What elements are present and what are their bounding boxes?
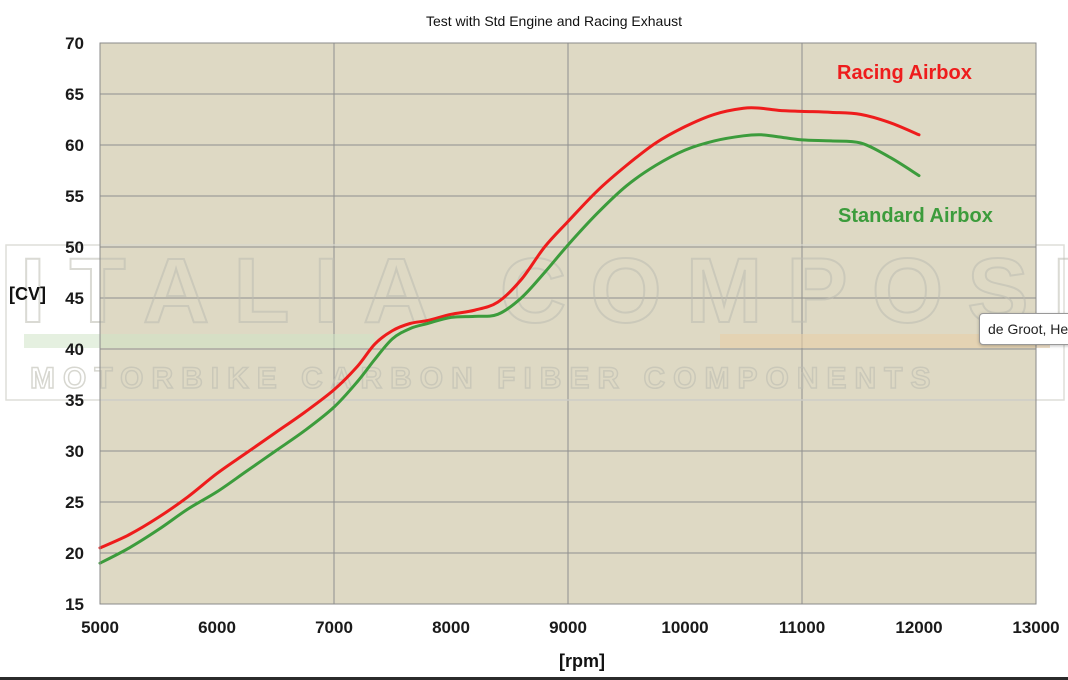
x-tick-label: 7000 [315,618,353,637]
x-tick-label: 11000 [779,618,825,637]
y-tick-label: 20 [65,544,84,563]
hover-tooltip: de Groot, He [979,313,1068,345]
x-tick-label: 6000 [198,618,236,637]
y-tick-label: 25 [65,493,84,512]
y-tick-label: 40 [65,340,84,359]
watermark-orange-band [720,334,1050,348]
series-lines [98,106,921,565]
x-tick-label: 5000 [81,618,119,637]
y-tick-label: 50 [65,238,84,257]
series-label-standard-airbox: Standard Airbox [838,205,993,227]
x-tick-labels: 5000 6000 7000 8000 9000 10000 11000 12000 13000 [81,618,1060,637]
y-axis-label: [CV] [9,284,46,304]
y-tick-label: 15 [65,595,84,614]
gridlines [99,42,1037,605]
watermark-green-band [24,334,374,348]
standard-airbox-line [98,133,921,565]
y-tick-label: 60 [65,136,84,155]
y-tick-label: 45 [65,289,84,308]
y-tick-label: 55 [65,187,84,206]
bottom-border [0,677,1068,680]
series-label-racing-airbox: Racing Airbox [837,62,972,84]
x-tick-label: 8000 [432,618,470,637]
watermark-title: ITALIA COMPOSITI [20,240,1068,342]
x-tick-label: 13000 [1012,618,1059,637]
y-tick-label: 30 [65,442,84,461]
x-tick-label: 12000 [895,618,942,637]
y-tick-label: 65 [65,85,84,104]
chart-title: Test with Std Engine and Racing Exhaust [426,13,682,29]
x-tick-label: 9000 [549,618,587,637]
racing-airbox-line [98,106,921,550]
watermark-subtitle: MOTORBIKE CARBON FIBER COMPONENTS [30,362,938,395]
x-tick-label: 10000 [661,618,708,637]
y-tick-label: 70 [65,34,84,53]
watermark-logo: ITALIA COMPOSITI MOTORBIKE CARBON FIBER … [5,239,1068,401]
y-tick-label: 35 [65,391,84,410]
y-tick-labels: 15 20 25 30 35 40 45 50 55 60 65 70 [65,34,84,614]
x-axis-label: [rpm] [559,651,605,671]
